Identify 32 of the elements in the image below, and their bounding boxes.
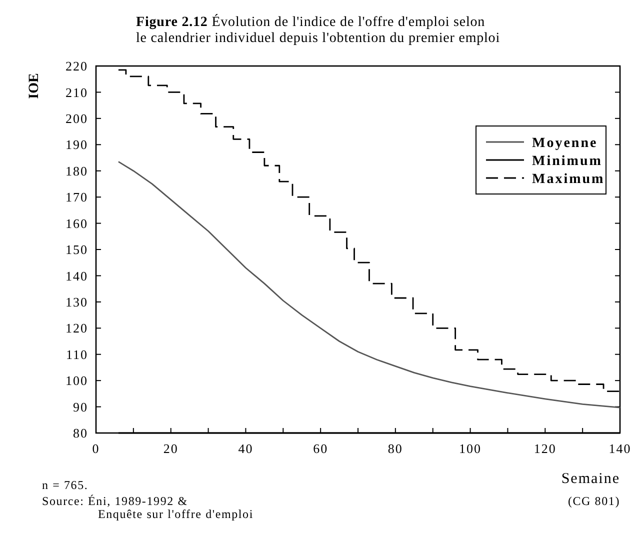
y-tick-label: 80 [73,426,88,441]
y-tick-label: 100 [66,373,88,388]
y-tick-label: 110 [66,346,88,362]
x-tick-label: 40 [238,441,254,456]
y-tick-label: 140 [66,268,88,284]
y-axis-title: IOE [27,73,42,99]
y-tick-label: 190 [66,137,88,152]
text: n = 765. [42,478,88,492]
y-tick-label: 220 [66,58,88,74]
x-tick-label: 140 [608,441,632,456]
text: (CG 801) [568,494,620,508]
x-tick-label: 0 [92,441,100,456]
y-tick-label: 150 [66,242,88,258]
y-tick-label: 180 [66,163,88,178]
y-tick-label: 130 [66,294,88,310]
legend-label: Minimum [532,154,602,169]
chart-title: Figure 2.12 Évolution de l'indice de l'offre d'emploi selon le calendrier individuel depuis l'obtention du premier emploi [136,13,500,46]
x-tick-label: 20 [163,441,178,456]
source-note: Source: Éni, 1989-1992 & Enquête sur l'offre d'emploi [42,494,254,521]
y-tick-label: 200 [66,110,88,126]
x-axis-title: Semaine [561,471,620,487]
legend-label: Moyenne [532,136,598,151]
y-tick-label: 90 [73,399,88,414]
legend-label: Maximum [532,172,605,187]
y-tick-label: 120 [66,320,88,336]
y-tick-label: 210 [66,84,88,100]
x-tick-label: 80 [388,441,403,456]
x-tick-label: 100 [459,441,482,456]
y-tick-label: 160 [66,216,88,231]
x-tick-label: 120 [534,441,556,456]
y-tick-label: 170 [66,190,88,205]
x-tick-label: 60 [313,441,328,456]
